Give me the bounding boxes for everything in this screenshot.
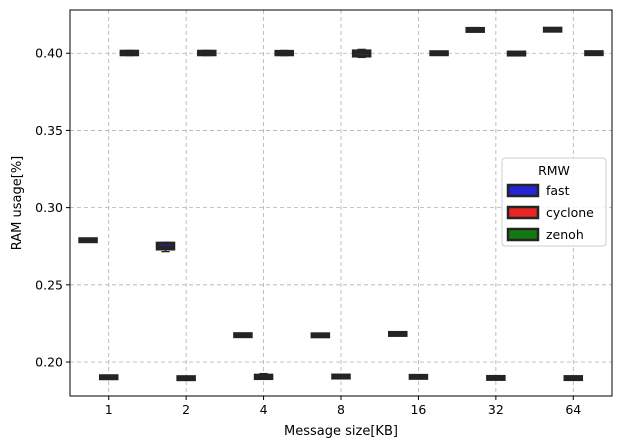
legend-item-fast: fast [506,183,570,198]
legend-item-zenoh: zenoh [506,227,584,242]
box-cyclone-32 [486,374,506,381]
x-tick-label: 16 [410,402,426,417]
x-axis-title: Message size[KB] [284,424,398,439]
y-tick-label: 0.25 [35,277,63,292]
box-zenoh-1 [119,49,140,57]
box-layer [78,26,604,382]
x-tick-label: 8 [337,402,345,417]
box-fast-1 [78,237,98,244]
box-zenoh-8 [351,48,372,59]
x-tick-label: 2 [182,402,190,417]
x-tick-label: 1 [105,402,113,417]
y-tick-label: 0.20 [35,355,63,370]
box-cyclone-1 [98,374,119,381]
box-fast-8 [310,332,331,339]
box-zenoh-2 [197,49,217,57]
y-tick-label: 0.30 [35,200,63,215]
legend-swatch [506,183,540,198]
legend-item-cyclone: cyclone [506,205,594,220]
legend-label: fast [546,183,570,198]
box-cyclone-2 [176,375,196,382]
box-zenoh-16 [429,50,449,57]
box-cyclone-64 [563,375,584,382]
box-cyclone-16 [408,373,429,380]
box-fast-2 [155,241,176,253]
y-tick-label: 0.35 [35,123,63,138]
x-tick-label: 4 [260,402,268,417]
box-cyclone-8 [331,373,351,380]
legend-frame [501,157,607,247]
y-tick-label: 0.40 [35,46,63,61]
box-fast-64 [542,26,563,33]
box-cyclone-4 [253,372,274,381]
legend-label: zenoh [546,227,584,242]
legend-items: fast cyclone zenoh [506,183,594,242]
x-tick-label: 32 [488,402,504,417]
box-fast-16 [388,330,408,337]
box-fast-32 [465,26,485,33]
box-zenoh-32 [506,50,527,57]
legend-swatch [506,227,540,242]
box-zenoh-4 [274,49,294,57]
legend-label: cyclone [546,205,594,220]
legend: RMW fast cyclone zenoh [501,157,607,247]
tick-layer: 0.20 0.25 0.30 0.35 0.40 1 2 4 8 16 32 64 [35,46,581,417]
box-zenoh-64 [584,50,604,57]
legend-title: RMW [538,163,570,178]
x-tick-label: 64 [565,402,581,417]
y-axis-title: RAM usage[%] [10,156,25,250]
legend-swatch [506,205,540,220]
box-fast-4 [233,332,253,339]
